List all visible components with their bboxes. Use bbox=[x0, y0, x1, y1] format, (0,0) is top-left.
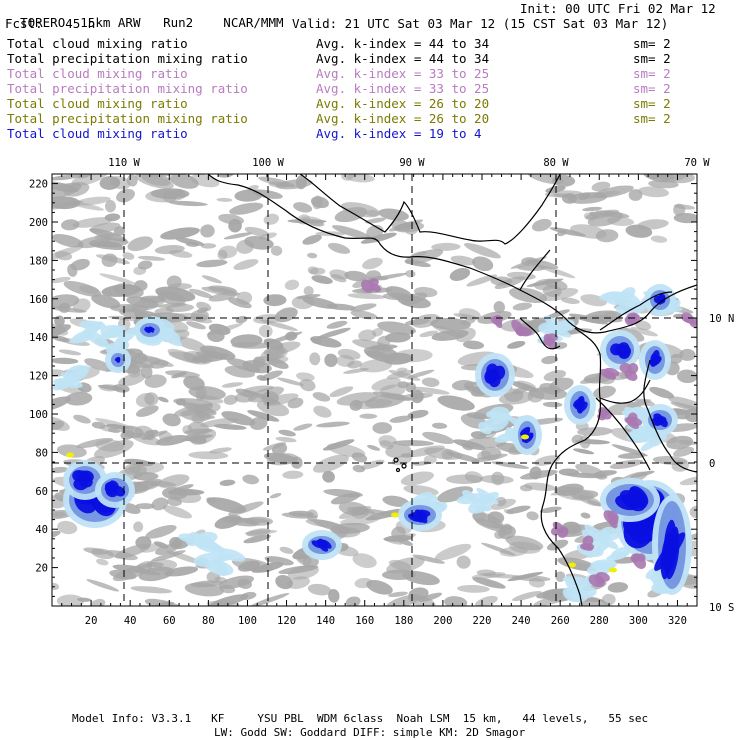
x-tick-label: 60 bbox=[163, 615, 176, 627]
legend-field: Total precipitation mixing ratio bbox=[7, 51, 248, 66]
precip-color-layer bbox=[52, 278, 697, 603]
legend-kindex: Avg. k-index = 33 to 25 bbox=[316, 66, 490, 81]
y-tick-label: 60 bbox=[35, 486, 48, 498]
model-info-line: Model Info: V3.3.1 KF YSU PBL WDM 6class… bbox=[72, 712, 649, 725]
longitude-label: 90 W bbox=[399, 157, 425, 169]
x-tick-label: 20 bbox=[85, 615, 98, 627]
x-tick-label: 120 bbox=[277, 615, 296, 627]
graticule bbox=[52, 174, 697, 606]
x-tick-label: 240 bbox=[512, 615, 531, 627]
x-tick-label: 140 bbox=[316, 615, 335, 627]
longitude-label: 70 W bbox=[684, 157, 710, 169]
valid-time: Valid: 21 UTC Sat 03 Mar 12 (15 CST Sat … bbox=[292, 16, 669, 31]
legend-field: Total cloud mixing ratio bbox=[7, 66, 188, 81]
y-tick-label: 220 bbox=[29, 179, 48, 191]
legend-kindex: Avg. k-index = 26 to 20 bbox=[316, 96, 490, 111]
legend-row: Total cloud mixing ratio Avg. k-index = 1… bbox=[7, 126, 737, 141]
coastline-layer bbox=[207, 174, 697, 606]
header-line-1: TORERO 15km ARW Run2 NCAR/MMM bbox=[5, 2, 284, 30]
x-tick-label: 300 bbox=[629, 615, 648, 627]
longitude-label: 110 W bbox=[108, 157, 140, 169]
x-tick-label: 320 bbox=[668, 615, 687, 627]
legend-kindex: Avg. k-index = 26 to 20 bbox=[316, 111, 490, 126]
legend-field: Total cloud mixing ratio bbox=[7, 96, 188, 111]
y-tick-label: 200 bbox=[29, 217, 48, 229]
legend-kindex: Avg. k-index = 44 to 34 bbox=[316, 51, 490, 66]
legend-sm: sm= 2 bbox=[633, 111, 671, 126]
latitude-label: 10 S bbox=[709, 602, 734, 614]
legend-row: Total precipitation mixing ratio Avg. k-i… bbox=[7, 51, 737, 66]
legend-kindex: Avg. k-index = 19 to 4 bbox=[316, 126, 482, 141]
x-tick-label: 40 bbox=[124, 615, 137, 627]
legend-kindex: Avg. k-index = 33 to 25 bbox=[316, 81, 490, 96]
longitude-label: 100 W bbox=[252, 157, 284, 169]
legend-sm: sm= 2 bbox=[633, 96, 671, 111]
legend-field: Total cloud mixing ratio bbox=[7, 126, 188, 141]
y-tick-label: 20 bbox=[35, 563, 48, 575]
forecast-hour: Fcst: 45 h bbox=[5, 16, 96, 31]
legend-sm: sm= 2 bbox=[633, 81, 671, 96]
x-tick-label: 80 bbox=[202, 615, 215, 627]
y-tick-label: 120 bbox=[29, 371, 48, 383]
init-time: Init: 00 UTC Fri 02 Mar 12 bbox=[520, 1, 716, 16]
legend-sm: sm= 2 bbox=[633, 66, 671, 81]
longitude-label: 80 W bbox=[543, 157, 569, 169]
legend-row: Total cloud mixing ratio Avg. k-index = 4… bbox=[7, 36, 737, 51]
x-tick-label: 260 bbox=[551, 615, 570, 627]
org-label: NCAR/MMM bbox=[223, 15, 284, 30]
x-tick-label: 180 bbox=[394, 615, 413, 627]
y-tick-label: 100 bbox=[29, 409, 48, 421]
y-tick-label: 140 bbox=[29, 332, 48, 344]
legend-field: Total precipitation mixing ratio bbox=[7, 111, 248, 126]
legend-row: Total cloud mixing ratio Avg. k-index = 2… bbox=[7, 96, 737, 111]
latitude-label: 10 N bbox=[709, 313, 734, 325]
legend-sm: sm= 2 bbox=[633, 51, 671, 66]
latitude-label: 0 bbox=[709, 458, 715, 470]
model-resolution: 15km ARW bbox=[80, 15, 141, 30]
x-tick-label: 100 bbox=[238, 615, 257, 627]
legend-row: Total precipitation mixing ratio Avg. k-i… bbox=[7, 81, 737, 96]
x-tick-label: 160 bbox=[355, 615, 374, 627]
model-name: TORERO bbox=[20, 15, 66, 30]
legend-field: Total precipitation mixing ratio bbox=[7, 81, 248, 96]
x-tick-label: 220 bbox=[473, 615, 492, 627]
y-tick-label: 180 bbox=[29, 255, 48, 267]
legend-row: Total cloud mixing ratio Avg. k-index = 3… bbox=[7, 66, 737, 81]
x-tick-label: 200 bbox=[433, 615, 452, 627]
legend-field: Total cloud mixing ratio bbox=[7, 36, 188, 51]
physics-info-line: LW: Godd SW: Goddard DIFF: simple KM: 2D… bbox=[214, 726, 526, 739]
y-tick-label: 160 bbox=[29, 294, 48, 306]
legend-sm: sm= 2 bbox=[633, 36, 671, 51]
y-tick-label: 80 bbox=[35, 447, 48, 459]
run-label: Run2 bbox=[163, 15, 194, 30]
legend-row: Total precipitation mixing ratio Avg. k-i… bbox=[7, 111, 737, 126]
y-tick-label: 40 bbox=[35, 524, 48, 536]
legend-kindex: Avg. k-index = 44 to 34 bbox=[316, 36, 490, 51]
x-tick-label: 280 bbox=[590, 615, 609, 627]
